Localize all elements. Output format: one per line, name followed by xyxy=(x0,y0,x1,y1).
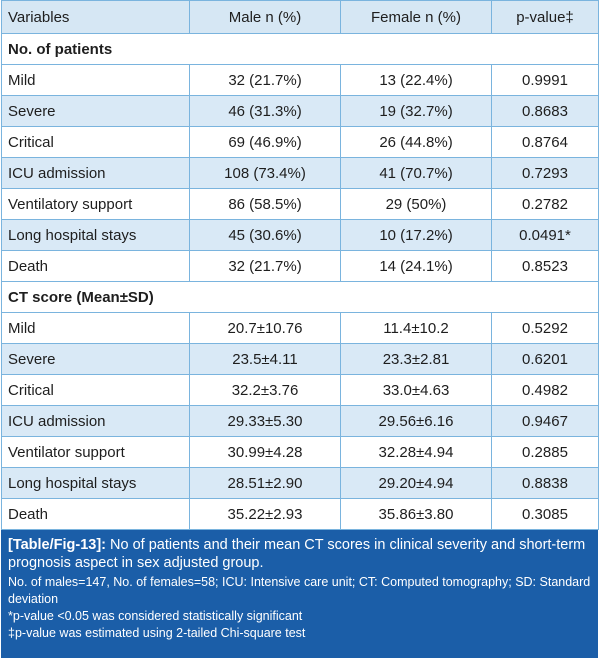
header-female: Female n (%) xyxy=(340,0,492,34)
cell-female: 35.86±3.80 xyxy=(340,498,492,530)
cell-male: 28.51±2.90 xyxy=(189,467,341,499)
table-body: No. of patients Mild 32 (21.7%) 13 (22.4%) 0… xyxy=(1,33,599,530)
cell-variable: Mild xyxy=(1,312,190,344)
cell-female: 29.20±4.94 xyxy=(340,467,492,499)
caption-note: ‡p-value was estimated using 2-tailed Ch… xyxy=(8,626,306,640)
cell-female: 29 (50%) xyxy=(340,188,492,220)
cell-male: 32 (21.7%) xyxy=(189,250,341,282)
cell-variable: Death xyxy=(1,250,190,282)
cell-female: 33.0±4.63 xyxy=(340,374,492,406)
table-row: Long hospital stays 45 (30.6%) 10 (17.2%) 0… xyxy=(1,219,599,251)
cell-female: 14 (24.1%) xyxy=(340,250,492,282)
table-row: Mild 32 (21.7%) 13 (22.4%) 0.9991 xyxy=(1,64,599,96)
section-row: No. of patients xyxy=(1,33,599,65)
caption-note: No. of males=147, No. of females=58; ICU… xyxy=(8,575,591,606)
caption-text: No of patients and their mean CT scores … xyxy=(8,537,586,571)
cell-female: 23.3±2.81 xyxy=(340,343,492,375)
cell-female: 29.56±6.16 xyxy=(340,405,492,437)
header-variables: Variables xyxy=(1,0,190,34)
cell-male: 35.22±2.93 xyxy=(189,498,341,530)
cell-variable: ICU admission xyxy=(1,405,190,437)
cell-male: 108 (73.4%) xyxy=(189,157,341,189)
header-male: Male n (%) xyxy=(189,0,341,34)
caption-title: [Table/Fig-13]: No of patients and their… xyxy=(8,536,591,572)
cell-p-value: 0.8523 xyxy=(491,250,599,282)
cell-variable: Ventilator support xyxy=(1,436,190,468)
table-row: Severe 46 (31.3%) 19 (32.7%) 0.8683 xyxy=(1,95,599,127)
cell-p-value: 0.8764 xyxy=(491,126,599,158)
header-row: Variables Male n (%) Female n (%) p-valu… xyxy=(1,0,599,34)
cell-p-value: 0.5292 xyxy=(491,312,599,344)
cell-variable: Death xyxy=(1,498,190,530)
table-row: Ventilatory support 86 (58.5%) 29 (50%) 0.2… xyxy=(1,188,599,220)
cell-female: 41 (70.7%) xyxy=(340,157,492,189)
cell-variable: Critical xyxy=(1,374,190,406)
cell-male: 30.99±4.28 xyxy=(189,436,341,468)
cell-p-value: 0.2885 xyxy=(491,436,599,468)
table-row: Mild 20.7±10.76 11.4±10.2 0.5292 xyxy=(1,312,599,344)
cell-p-value: 0.7293 xyxy=(491,157,599,189)
cell-female: 19 (32.7%) xyxy=(340,95,492,127)
table-row: ICU admission 29.33±5.30 29.56±6.16 0.9467 xyxy=(1,405,599,437)
cell-variable: Ventilatory support xyxy=(1,188,190,220)
cell-male: 20.7±10.76 xyxy=(189,312,341,344)
cell-male: 69 (46.9%) xyxy=(189,126,341,158)
cell-variable: Long hospital stays xyxy=(1,467,190,499)
cell-female: 13 (22.4%) xyxy=(340,64,492,96)
table-caption: [Table/Fig-13]: No of patients and their… xyxy=(1,530,598,658)
table-row: Critical 69 (46.9%) 26 (44.8%) 0.8764 xyxy=(1,126,599,158)
section-row: CT score (Mean±SD) xyxy=(1,281,599,313)
section-title: No. of patients xyxy=(1,33,599,65)
cell-p-value: 0.0491* xyxy=(491,219,599,251)
cell-p-value: 0.2782 xyxy=(491,188,599,220)
cell-female: 11.4±10.2 xyxy=(340,312,492,344)
table-row: Death 32 (21.7%) 14 (24.1%) 0.8523 xyxy=(1,250,599,282)
cell-variable: Severe xyxy=(1,343,190,375)
cell-p-value: 0.8838 xyxy=(491,467,599,499)
cell-female: 10 (17.2%) xyxy=(340,219,492,251)
cell-variable: Long hospital stays xyxy=(1,219,190,251)
cell-p-value: 0.9991 xyxy=(491,64,599,96)
cell-male: 46 (31.3%) xyxy=(189,95,341,127)
caption-note: *p-value <0.05 was considered statistica… xyxy=(8,609,303,623)
table-row: Critical 32.2±3.76 33.0±4.63 0.4982 xyxy=(1,374,599,406)
table-row: ICU admission 108 (73.4%) 41 (70.7%) 0.7293 xyxy=(1,157,599,189)
table-row: Severe 23.5±4.11 23.3±2.81 0.6201 xyxy=(1,343,599,375)
cell-variable: Severe xyxy=(1,95,190,127)
cell-variable: Mild xyxy=(1,64,190,96)
caption-label: [Table/Fig-13]: xyxy=(8,537,107,553)
cell-p-value: 0.8683 xyxy=(491,95,599,127)
cell-male: 86 (58.5%) xyxy=(189,188,341,220)
table-row: Long hospital stays 28.51±2.90 29.20±4.94 0… xyxy=(1,467,599,499)
header-p-value: p-value‡ xyxy=(491,0,599,34)
cell-male: 45 (30.6%) xyxy=(189,219,341,251)
cell-female: 32.28±4.94 xyxy=(340,436,492,468)
cell-p-value: 0.6201 xyxy=(491,343,599,375)
cell-variable: Critical xyxy=(1,126,190,158)
cell-p-value: 0.4982 xyxy=(491,374,599,406)
cell-male: 32.2±3.76 xyxy=(189,374,341,406)
cell-p-value: 0.3085 xyxy=(491,498,599,530)
data-table: Variables Male n (%) Female n (%) p-valu… xyxy=(1,0,599,530)
cell-variable: ICU admission xyxy=(1,157,190,189)
table-row: Death 35.22±2.93 35.86±3.80 0.3085 xyxy=(1,498,599,530)
section-title: CT score (Mean±SD) xyxy=(1,281,599,313)
cell-p-value: 0.9467 xyxy=(491,405,599,437)
cell-female: 26 (44.8%) xyxy=(340,126,492,158)
cell-male: 32 (21.7%) xyxy=(189,64,341,96)
table-row: Ventilator support 30.99±4.28 32.28±4.94 0.… xyxy=(1,436,599,468)
cell-male: 29.33±5.30 xyxy=(189,405,341,437)
cell-male: 23.5±4.11 xyxy=(189,343,341,375)
